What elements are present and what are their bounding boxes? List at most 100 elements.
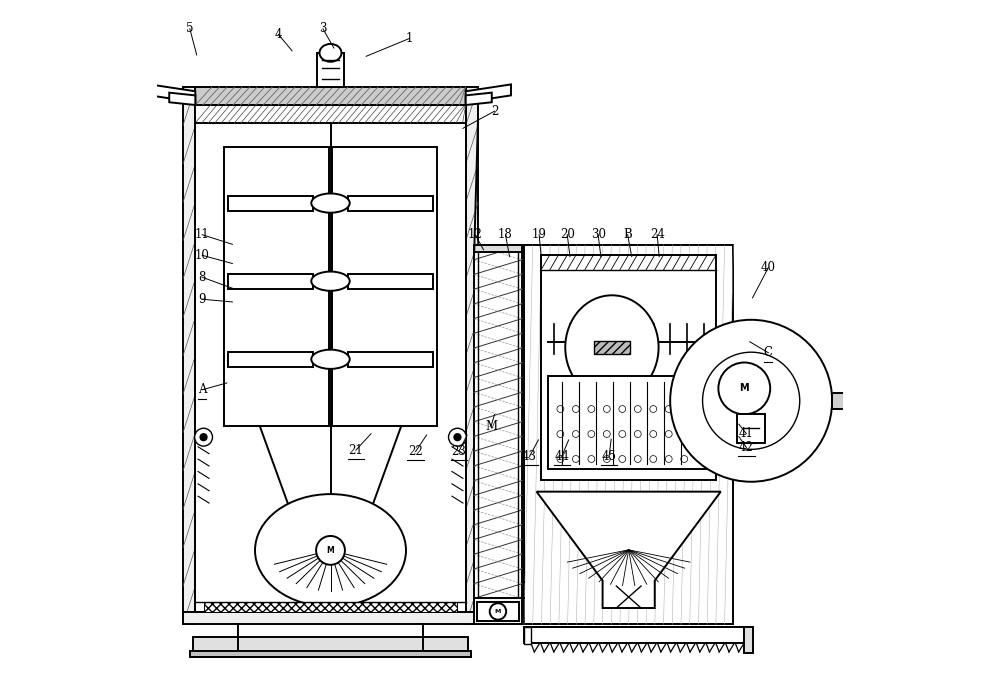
Text: 8: 8 xyxy=(198,271,206,284)
Bar xyxy=(474,245,522,599)
Bar xyxy=(193,637,468,650)
Bar xyxy=(474,245,522,252)
Circle shape xyxy=(619,455,626,462)
Text: 10: 10 xyxy=(195,249,210,262)
Text: B: B xyxy=(623,228,632,241)
Circle shape xyxy=(572,406,579,413)
Circle shape xyxy=(634,406,641,413)
Circle shape xyxy=(634,455,641,462)
Bar xyxy=(474,599,522,624)
Bar xyxy=(190,650,471,657)
Text: 42: 42 xyxy=(739,441,754,454)
Circle shape xyxy=(634,431,641,438)
Text: 20: 20 xyxy=(560,228,575,241)
Text: 18: 18 xyxy=(498,228,513,241)
Text: 3: 3 xyxy=(319,22,327,35)
Text: M: M xyxy=(327,546,334,555)
Bar xyxy=(204,601,457,612)
Circle shape xyxy=(490,603,506,619)
Bar xyxy=(348,351,433,367)
Text: 41: 41 xyxy=(739,427,754,440)
Bar xyxy=(224,147,329,426)
Text: 9: 9 xyxy=(198,293,206,306)
Circle shape xyxy=(603,431,610,438)
Bar xyxy=(477,601,519,621)
Bar xyxy=(863,379,881,423)
Ellipse shape xyxy=(311,194,350,213)
Circle shape xyxy=(588,406,595,413)
Circle shape xyxy=(681,431,688,438)
Bar xyxy=(541,255,716,480)
Text: 43: 43 xyxy=(522,450,537,463)
Bar xyxy=(348,196,433,211)
Bar xyxy=(193,650,468,657)
Circle shape xyxy=(557,406,564,413)
Text: 21: 21 xyxy=(349,444,363,457)
Bar xyxy=(317,53,344,88)
Text: 12: 12 xyxy=(468,228,483,241)
Text: 2: 2 xyxy=(491,105,498,118)
Text: 22: 22 xyxy=(408,445,423,458)
Circle shape xyxy=(619,406,626,413)
Bar xyxy=(195,88,466,105)
Circle shape xyxy=(650,455,657,462)
Bar xyxy=(548,376,709,469)
Circle shape xyxy=(603,406,610,413)
Circle shape xyxy=(316,536,345,565)
Ellipse shape xyxy=(320,44,341,62)
Bar xyxy=(195,105,466,123)
Circle shape xyxy=(588,431,595,438)
Text: 5: 5 xyxy=(186,22,194,35)
Circle shape xyxy=(603,455,610,462)
Bar xyxy=(737,415,765,443)
Text: 30: 30 xyxy=(591,228,606,241)
Circle shape xyxy=(703,352,800,449)
Circle shape xyxy=(665,431,672,438)
Circle shape xyxy=(572,455,579,462)
Circle shape xyxy=(650,406,657,413)
Polygon shape xyxy=(150,85,195,102)
Circle shape xyxy=(718,362,770,414)
Bar xyxy=(594,340,630,354)
Text: M: M xyxy=(739,383,749,393)
Bar xyxy=(832,393,863,409)
Bar xyxy=(348,274,433,289)
Circle shape xyxy=(195,429,212,446)
Circle shape xyxy=(681,455,688,462)
Ellipse shape xyxy=(311,271,350,291)
Ellipse shape xyxy=(565,296,659,400)
Circle shape xyxy=(200,434,207,440)
Text: C: C xyxy=(764,347,773,359)
Polygon shape xyxy=(466,92,492,105)
Circle shape xyxy=(454,434,461,440)
Circle shape xyxy=(670,320,832,482)
Ellipse shape xyxy=(255,494,406,606)
Circle shape xyxy=(681,406,688,413)
Bar xyxy=(228,351,313,367)
Circle shape xyxy=(588,455,595,462)
Text: 23: 23 xyxy=(451,445,466,458)
Ellipse shape xyxy=(313,555,348,572)
Bar xyxy=(524,245,733,624)
Text: 45: 45 xyxy=(602,450,617,463)
Polygon shape xyxy=(537,492,721,608)
Bar xyxy=(524,626,531,644)
Bar xyxy=(183,612,478,624)
Circle shape xyxy=(665,455,672,462)
Circle shape xyxy=(650,431,657,438)
Circle shape xyxy=(572,431,579,438)
Circle shape xyxy=(557,431,564,438)
Bar xyxy=(332,147,437,426)
Text: M: M xyxy=(485,420,497,433)
Text: 24: 24 xyxy=(650,228,665,241)
Bar xyxy=(228,274,313,289)
Bar xyxy=(466,88,478,624)
Bar xyxy=(744,626,753,652)
Circle shape xyxy=(665,406,672,413)
Bar xyxy=(183,88,195,624)
Text: M: M xyxy=(495,609,501,614)
Bar xyxy=(524,626,752,643)
Text: 1: 1 xyxy=(406,32,413,45)
Polygon shape xyxy=(169,92,195,105)
Polygon shape xyxy=(466,85,511,102)
